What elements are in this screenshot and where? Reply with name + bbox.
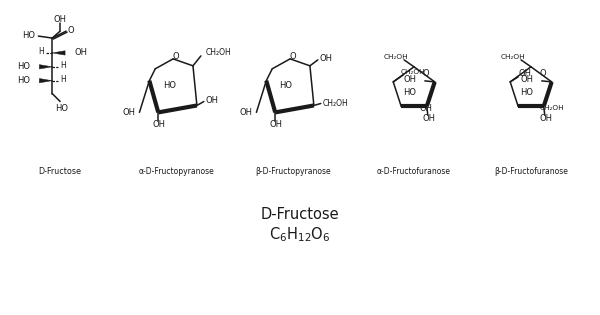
Text: O: O <box>68 26 74 35</box>
Polygon shape <box>52 51 65 55</box>
Text: HO: HO <box>17 62 31 71</box>
Text: OH: OH <box>539 114 552 123</box>
Text: O: O <box>539 69 546 78</box>
Text: HO: HO <box>520 88 533 97</box>
Text: CH₂OH: CH₂OH <box>206 49 232 57</box>
Polygon shape <box>40 65 52 69</box>
Text: OH: OH <box>53 15 67 24</box>
Text: HO: HO <box>163 81 176 90</box>
Text: OH: OH <box>239 108 253 117</box>
Text: OH: OH <box>153 120 166 129</box>
Text: H: H <box>60 61 66 70</box>
Text: OH: OH <box>74 49 87 57</box>
Text: D-Fructose: D-Fructose <box>260 207 340 222</box>
Text: OH: OH <box>422 114 435 123</box>
Text: CH₂OH: CH₂OH <box>501 54 526 60</box>
Text: C$_6$H$_{12}$O$_6$: C$_6$H$_{12}$O$_6$ <box>269 225 331 244</box>
Text: H: H <box>38 48 44 56</box>
Text: OH: OH <box>122 108 136 117</box>
Text: HO: HO <box>280 81 293 90</box>
Text: O: O <box>173 52 179 61</box>
Polygon shape <box>40 78 52 83</box>
Text: HO: HO <box>17 76 31 85</box>
Text: OH: OH <box>404 75 417 84</box>
Text: OH: OH <box>206 96 219 105</box>
Text: D-Fructose: D-Fructose <box>38 167 82 176</box>
Text: α-D-Fructopyranose: α-D-Fructopyranose <box>138 167 214 176</box>
Text: β-D-Fructofuranose: β-D-Fructofuranose <box>494 167 568 176</box>
Text: HO: HO <box>22 31 35 40</box>
Text: HO: HO <box>404 88 416 97</box>
Text: O: O <box>422 69 429 78</box>
Text: OH: OH <box>419 104 432 113</box>
Text: H: H <box>60 75 66 84</box>
Text: OH: OH <box>320 54 333 63</box>
Text: CH₂OH: CH₂OH <box>384 54 409 60</box>
Text: CH₂OH: CH₂OH <box>401 69 425 75</box>
Text: α-D-Fructofuranose: α-D-Fructofuranose <box>377 167 451 176</box>
Text: β-D-Fructopyranose: β-D-Fructopyranose <box>255 167 331 176</box>
Text: CH₂OH: CH₂OH <box>323 99 349 108</box>
Text: O: O <box>290 52 296 61</box>
Text: OH: OH <box>518 69 532 78</box>
Text: OH: OH <box>270 120 283 129</box>
Text: CH₂OH: CH₂OH <box>540 105 565 111</box>
Text: HO: HO <box>56 104 68 113</box>
Text: OH: OH <box>521 75 534 84</box>
